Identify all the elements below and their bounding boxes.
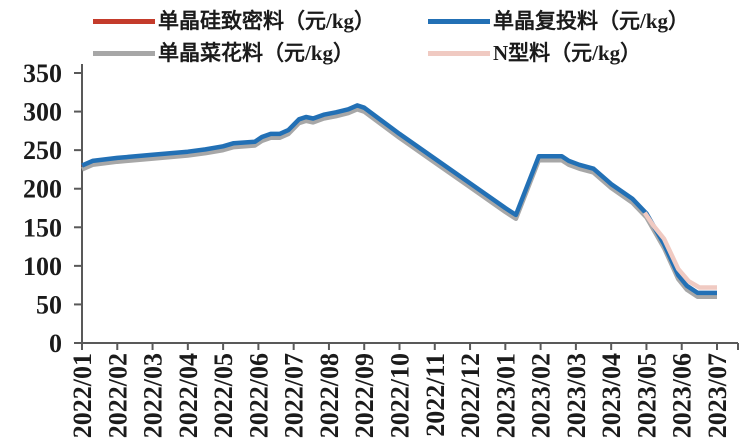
x-tick-label: 2022/03	[139, 353, 168, 438]
legend-line-swatch-chunk	[428, 18, 490, 24]
x-tick-label: 2023/02	[527, 353, 556, 438]
y-tick-label: 300	[23, 98, 62, 127]
legend-item-dense: 单晶硅致密料（元/kg）	[93, 8, 375, 34]
y-tick-label: 250	[23, 136, 62, 165]
x-tick-label: 2022/04	[174, 353, 203, 438]
y-tick-label: 100	[23, 252, 62, 281]
legend-label-chunk: 单晶复投料（元/kg）	[493, 9, 690, 33]
series-line-ntype	[642, 211, 717, 290]
x-tick-label: 2022/02	[103, 353, 132, 438]
legend-label-dense: 单晶硅致密料（元/kg）	[158, 9, 376, 33]
x-tick-label: 2022/07	[280, 353, 309, 438]
series-line-cauliflower	[81, 107, 717, 299]
x-tick-label: 2022/11	[421, 353, 450, 437]
y-tick-label: 50	[36, 290, 62, 319]
y-tick-label: 0	[49, 329, 62, 358]
x-tick-label: 2023/04	[597, 353, 626, 438]
x-tick-label: 2023/05	[632, 353, 661, 438]
legend-line-swatch-dense	[93, 18, 155, 24]
legend-label-cauliflower: 单晶菜花料（元/kg）	[158, 41, 355, 65]
x-tick-label: 2022/09	[350, 353, 379, 438]
y-tick-label: 350	[23, 59, 62, 88]
legend-item-chunk: 单晶复投料（元/kg）	[428, 8, 689, 34]
legend-item-cauliflower: 单晶菜花料（元/kg）	[93, 40, 354, 66]
legend-item-ntype: N型料（元/kg）	[428, 40, 641, 66]
x-tick-label: 2022/12	[456, 353, 485, 438]
legend-label-ntype: N型料（元/kg）	[493, 41, 642, 65]
x-tick-label: 2022/01	[68, 353, 97, 438]
chart-legend: 单晶硅致密料（元/kg） 单晶复投料（元/kg） 单晶菜花料（元/kg） N型料（元/…	[0, 0, 744, 70]
x-tick-label: 2023/01	[491, 353, 520, 438]
x-tick-label: 2023/03	[562, 353, 591, 438]
x-tick-label: 2022/10	[386, 353, 415, 438]
x-tick-label: 2022/05	[209, 353, 238, 438]
y-tick-label: 150	[23, 213, 62, 242]
legend-line-swatch-cauliflower	[93, 50, 155, 56]
y-tick-label: 200	[23, 175, 62, 204]
x-tick-label: 2022/06	[244, 353, 273, 438]
x-tick-label: 2023/06	[668, 353, 697, 438]
x-tick-label: 2023/07	[703, 353, 732, 438]
legend-line-swatch-ntype	[428, 50, 490, 56]
series-line-chunk	[81, 103, 717, 296]
x-tick-label: 2022/08	[315, 353, 344, 438]
